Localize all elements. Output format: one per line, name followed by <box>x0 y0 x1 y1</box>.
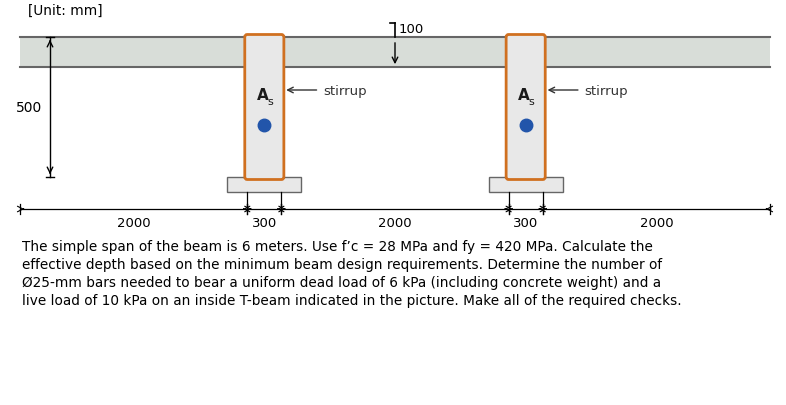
FancyBboxPatch shape <box>506 35 545 180</box>
Text: [Unit: mm]: [Unit: mm] <box>28 4 102 18</box>
Text: stirrup: stirrup <box>323 84 367 97</box>
Text: A: A <box>518 88 530 103</box>
Text: A: A <box>256 88 268 103</box>
Text: 300: 300 <box>252 216 277 230</box>
Text: s: s <box>267 97 274 107</box>
Text: 2000: 2000 <box>640 216 673 230</box>
Text: live load of 10 kPa on an inside T-beam indicated in the picture. Make all of th: live load of 10 kPa on an inside T-beam … <box>22 293 681 307</box>
Bar <box>489 177 563 192</box>
Text: effective depth based on the minimum beam design requirements. Determine the num: effective depth based on the minimum bea… <box>22 257 662 271</box>
Text: The simple span of the beam is 6 meters. Use f’c = 28 MPa and fy = 420 MPa. Calc: The simple span of the beam is 6 meters.… <box>22 239 653 254</box>
Text: 2000: 2000 <box>117 216 150 230</box>
Text: s: s <box>529 97 534 107</box>
Text: Ø25-mm bars needed to bear a uniform dead load of 6 kPa (including concrete weig: Ø25-mm bars needed to bear a uniform dea… <box>22 275 661 289</box>
Bar <box>227 177 301 192</box>
Bar <box>20 38 770 68</box>
Text: stirrup: stirrup <box>585 84 628 97</box>
FancyBboxPatch shape <box>244 35 284 180</box>
Text: 300: 300 <box>513 216 538 230</box>
Text: 100: 100 <box>399 23 424 36</box>
Text: 500: 500 <box>16 101 42 115</box>
Text: 2000: 2000 <box>378 216 412 230</box>
